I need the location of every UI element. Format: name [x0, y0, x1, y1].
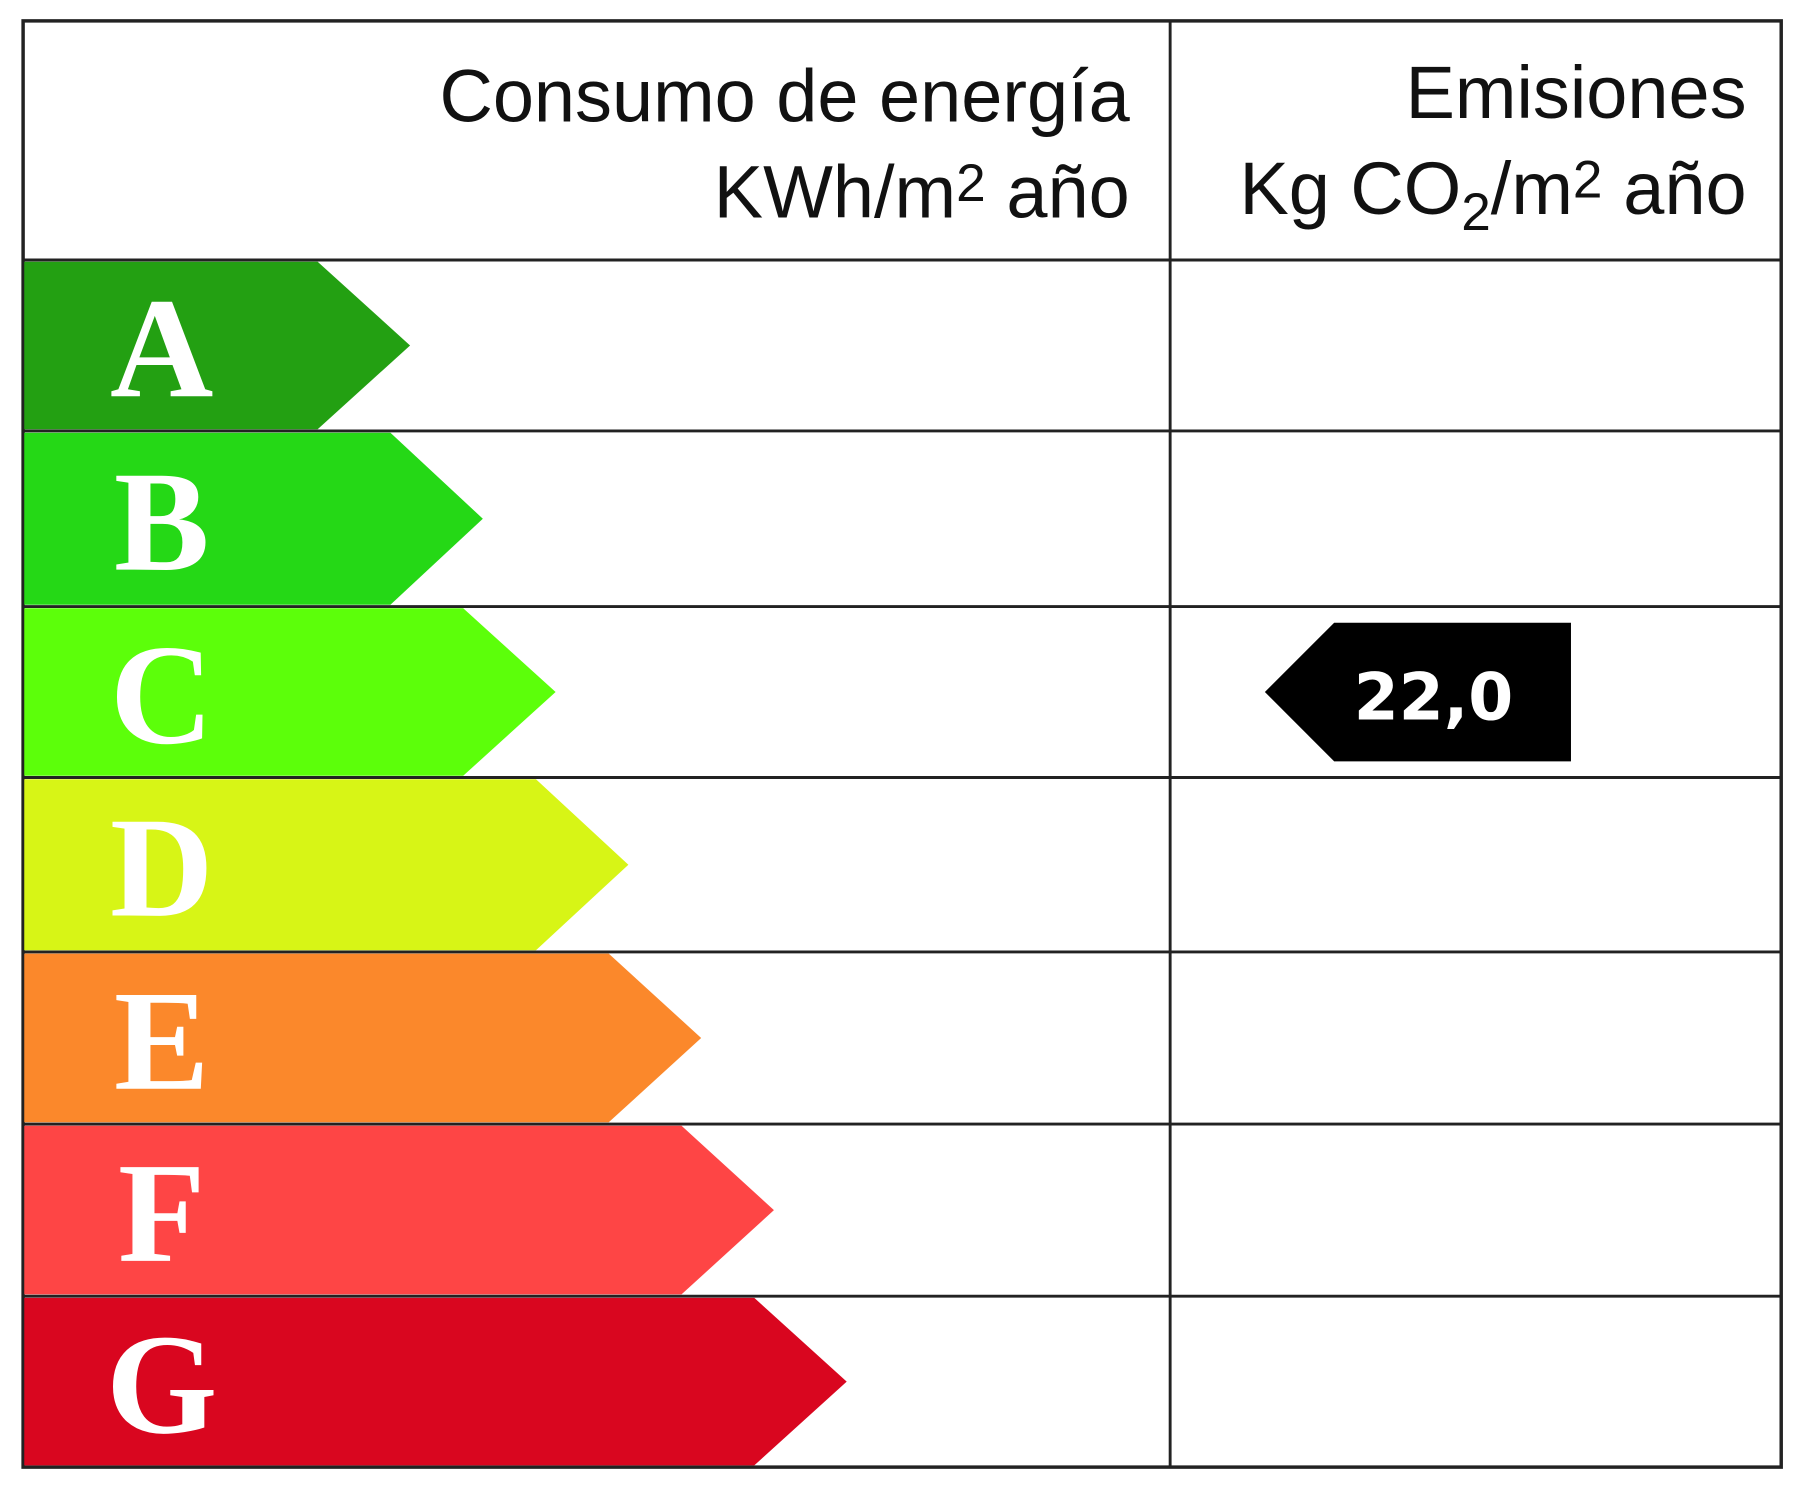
rating-arrow [24, 432, 483, 605]
unit-part: /m [1491, 147, 1573, 230]
unit-sup: 2 [1573, 151, 1603, 210]
unit-part: KWh/m [714, 150, 956, 233]
unit-part: Kg CO [1239, 147, 1461, 230]
rating-letter: F [118, 1133, 205, 1292]
unit-sup: 2 [956, 154, 986, 213]
energy-title: Consumo de energía [439, 54, 1130, 137]
rating-arrow [24, 608, 556, 776]
rating-arrow [24, 261, 411, 430]
rating-letter: E [114, 961, 210, 1120]
emissions-title: Emisiones [1406, 51, 1747, 134]
unit-part: año [1623, 147, 1746, 230]
rating-letter: G [106, 1304, 217, 1463]
emissions-value: 22,0 [1354, 661, 1514, 736]
rating-arrow [24, 1125, 774, 1295]
unit-sub: 2 [1461, 183, 1491, 242]
unit-part: año [1006, 150, 1129, 233]
emissions-marker [1264, 622, 1571, 762]
rating-letter: B [114, 442, 210, 601]
rating-arrow [24, 779, 629, 951]
rating-arrow [24, 1297, 847, 1466]
rating-letter: D [110, 788, 213, 947]
energy-unit: KWh/m2 año [714, 150, 1130, 233]
rating-letter: C [110, 615, 213, 774]
rating-letter: A [110, 268, 213, 427]
emissions-unit: Kg CO2/m2 año [1239, 147, 1746, 242]
rating-arrow [24, 953, 702, 1123]
